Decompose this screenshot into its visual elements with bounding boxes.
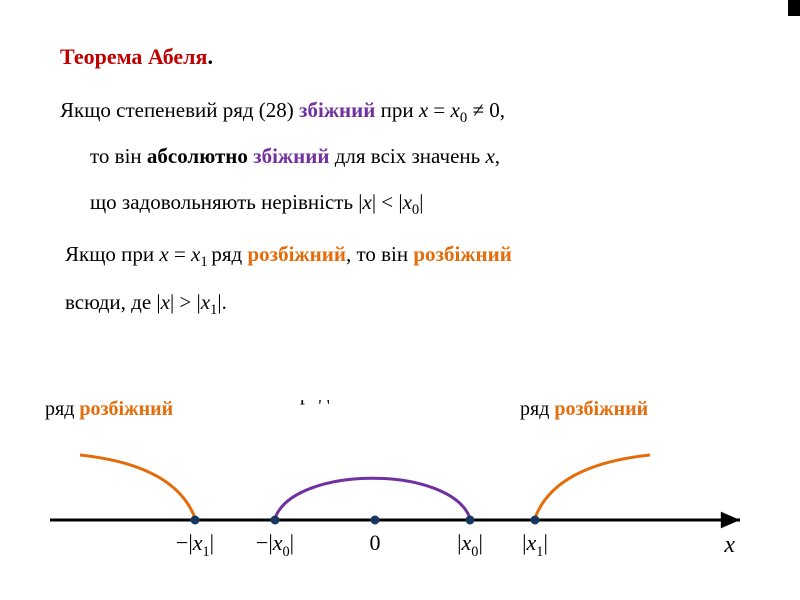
tick-dot [191,516,199,524]
theorem-title: Теорема Абеля. [60,44,213,70]
convergent-arc [275,478,470,518]
tick-dot [271,516,279,524]
word-divergent-1: розбіжний [247,242,345,266]
line-2: то він абсолютно збіжний для всіх значен… [90,144,500,169]
region-label: ряд розбіжний [45,400,173,420]
divergent-arc-right [535,455,650,518]
line-3: що задовольняють нерівність |x| < |x0| [90,190,423,219]
tick-dot [531,516,539,524]
line-4: Якщо при x = x1 ряд розбіжний, то він ро… [65,242,512,271]
axis-arrow [721,512,740,529]
line-5: всюди, де |x| > |x1|. [65,290,227,319]
tick-label: |x1| [522,530,548,560]
line-1: Якщо степеневий ряд (28) збіжний при x =… [60,98,505,127]
corner-decoration [788,0,800,16]
tick-dot [371,516,379,524]
tick-label: −|x1| [176,530,214,560]
tick-label: −|x0| [256,530,294,560]
word-absolutely: абсолютно [147,144,253,168]
tick-label: |x0| [457,530,483,560]
tick-label: 0 [370,530,381,555]
title-text: Теорема Абеля [60,44,207,69]
axis-x-label: x [723,532,735,558]
word-divergent-2: розбіжний [413,242,511,266]
region-label: ряд розбіжний [520,400,648,420]
title-period: . [207,44,213,69]
word-convergent-2: збіжний [253,144,329,168]
divergent-arc-left [80,455,195,518]
tick-dot [466,516,474,524]
region-label: ряд збіжний [300,400,407,405]
word-convergent: збіжний [299,98,375,122]
number-line-diagram: ряд розбіжний ряд збіжний ряд розбіжний −|x… [40,400,760,580]
